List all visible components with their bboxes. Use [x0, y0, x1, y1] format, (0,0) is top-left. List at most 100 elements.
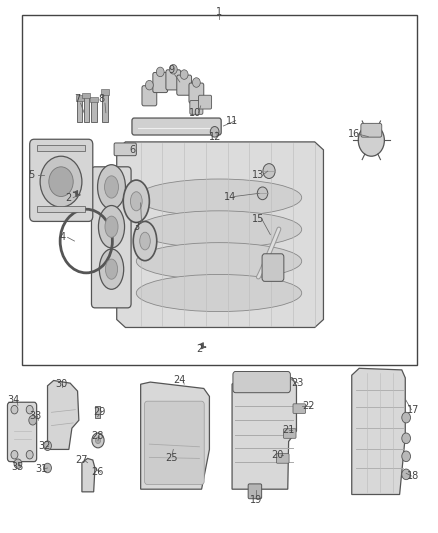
FancyBboxPatch shape — [7, 402, 37, 462]
FancyBboxPatch shape — [248, 484, 261, 499]
Bar — [22, 14, 417, 365]
FancyBboxPatch shape — [132, 118, 221, 135]
FancyBboxPatch shape — [177, 75, 191, 95]
Polygon shape — [47, 381, 79, 449]
Text: 6: 6 — [129, 145, 135, 155]
Text: 2: 2 — [196, 344, 202, 354]
Ellipse shape — [136, 243, 302, 280]
Text: 7: 7 — [74, 94, 81, 104]
Circle shape — [358, 124, 385, 156]
Circle shape — [11, 406, 18, 414]
Bar — [90, 97, 98, 102]
FancyBboxPatch shape — [30, 139, 93, 221]
Circle shape — [95, 437, 101, 443]
FancyBboxPatch shape — [361, 123, 382, 137]
Ellipse shape — [136, 211, 302, 248]
Bar — [37, 145, 85, 151]
Text: 25: 25 — [165, 454, 177, 463]
Ellipse shape — [131, 192, 142, 211]
Text: 34: 34 — [7, 395, 20, 405]
Circle shape — [92, 433, 104, 448]
Circle shape — [402, 469, 410, 480]
Text: 11: 11 — [226, 116, 238, 126]
Ellipse shape — [136, 179, 302, 216]
Polygon shape — [232, 376, 297, 489]
Bar — [76, 95, 84, 101]
Circle shape — [44, 441, 51, 450]
Bar — [77, 96, 82, 122]
Text: 4: 4 — [59, 232, 65, 243]
Text: 27: 27 — [76, 455, 88, 465]
Text: 5: 5 — [28, 171, 34, 180]
Text: 9: 9 — [168, 66, 174, 75]
Text: 19: 19 — [250, 495, 262, 505]
Text: 21: 21 — [283, 425, 295, 435]
Circle shape — [257, 187, 268, 200]
FancyBboxPatch shape — [198, 95, 212, 109]
Text: 20: 20 — [272, 450, 284, 460]
Ellipse shape — [105, 216, 118, 237]
Polygon shape — [82, 458, 95, 492]
Circle shape — [402, 451, 410, 462]
Text: 8: 8 — [99, 94, 105, 104]
Bar — [102, 91, 108, 122]
Bar — [84, 94, 89, 122]
Text: 32: 32 — [38, 441, 50, 451]
Bar — [101, 89, 110, 95]
Circle shape — [156, 67, 164, 77]
Polygon shape — [117, 142, 323, 327]
Circle shape — [170, 64, 177, 74]
Text: 24: 24 — [173, 375, 186, 385]
Text: 33: 33 — [29, 411, 42, 421]
FancyBboxPatch shape — [233, 372, 290, 393]
Ellipse shape — [99, 206, 124, 248]
FancyBboxPatch shape — [276, 454, 289, 463]
Text: 26: 26 — [91, 467, 103, 477]
Text: 16: 16 — [348, 129, 360, 139]
Text: 3: 3 — [133, 222, 139, 232]
FancyBboxPatch shape — [142, 86, 157, 106]
Text: 23: 23 — [291, 378, 304, 388]
FancyBboxPatch shape — [190, 101, 203, 114]
Text: 1: 1 — [216, 7, 222, 17]
FancyBboxPatch shape — [153, 72, 168, 93]
Circle shape — [44, 463, 51, 473]
Text: 35: 35 — [12, 462, 24, 472]
Ellipse shape — [106, 259, 117, 279]
Circle shape — [14, 459, 22, 469]
Ellipse shape — [136, 274, 302, 312]
Ellipse shape — [105, 176, 118, 198]
Circle shape — [210, 126, 219, 137]
FancyBboxPatch shape — [293, 404, 306, 414]
Text: 18: 18 — [406, 471, 419, 481]
Bar — [95, 407, 100, 418]
Circle shape — [192, 78, 200, 87]
FancyBboxPatch shape — [92, 167, 131, 308]
Ellipse shape — [99, 249, 124, 289]
Polygon shape — [352, 368, 405, 495]
FancyBboxPatch shape — [166, 70, 181, 90]
Text: 12: 12 — [208, 132, 221, 142]
Bar — [82, 93, 90, 99]
Text: 14: 14 — [224, 191, 236, 201]
Circle shape — [402, 433, 410, 443]
Circle shape — [26, 450, 33, 459]
Text: 2: 2 — [66, 192, 72, 203]
FancyBboxPatch shape — [145, 401, 204, 484]
Text: 13: 13 — [252, 171, 264, 180]
FancyBboxPatch shape — [189, 83, 204, 103]
Ellipse shape — [98, 165, 125, 209]
Ellipse shape — [140, 232, 150, 250]
Text: 30: 30 — [55, 379, 67, 389]
Text: 29: 29 — [93, 407, 106, 417]
FancyBboxPatch shape — [114, 143, 136, 156]
Text: 17: 17 — [406, 405, 419, 415]
Circle shape — [145, 80, 153, 90]
Text: 31: 31 — [35, 464, 48, 474]
FancyBboxPatch shape — [283, 429, 296, 438]
Circle shape — [180, 70, 188, 79]
Text: 28: 28 — [91, 431, 103, 441]
Circle shape — [40, 156, 82, 207]
Polygon shape — [141, 382, 209, 489]
Circle shape — [29, 416, 37, 425]
